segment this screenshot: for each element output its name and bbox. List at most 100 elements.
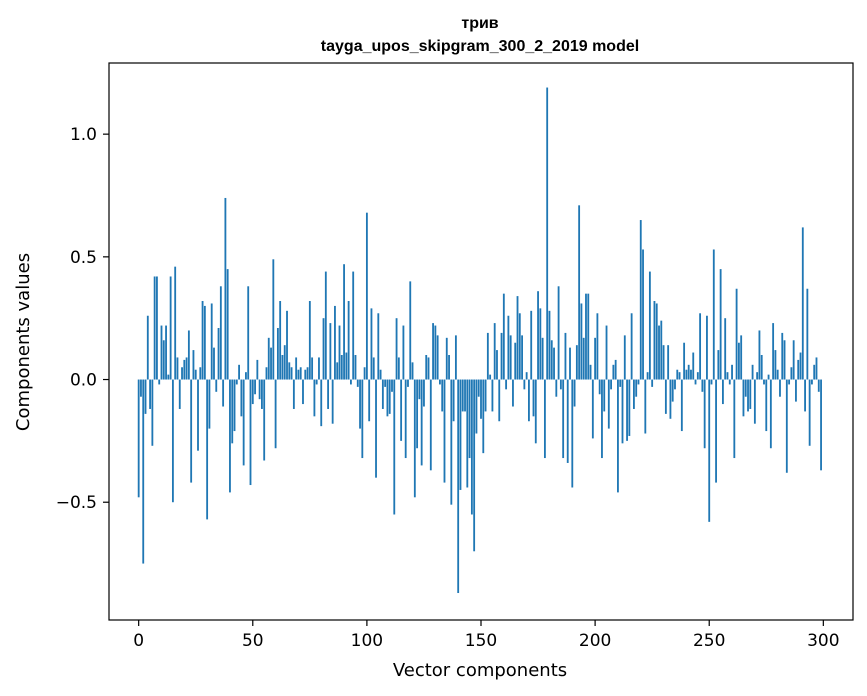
bar-component-21 — [185, 357, 188, 380]
bar-component-220 — [639, 220, 642, 380]
bar-component-137 — [450, 379, 453, 505]
bar-component-29 — [203, 305, 206, 380]
bar-component-113 — [395, 318, 398, 380]
bar-component-298 — [817, 379, 820, 392]
bar-component-63 — [281, 355, 284, 380]
bar-component-156 — [493, 323, 496, 380]
bar-component-132 — [439, 379, 441, 385]
bar-component-266 — [744, 379, 747, 397]
bar-component-27 — [199, 367, 202, 380]
bar-component-205 — [605, 325, 608, 380]
bar-component-109 — [386, 379, 389, 417]
x-tick-label: 150 — [465, 631, 497, 651]
bar-component-260 — [731, 364, 733, 380]
bar-component-258 — [726, 372, 729, 380]
bar-component-25 — [194, 369, 197, 380]
bar-component-68 — [292, 379, 295, 409]
bar-component-50 — [251, 379, 254, 405]
y-tick-label: 1.0 — [70, 125, 97, 145]
bar-component-152 — [484, 379, 487, 412]
bar-component-177 — [541, 337, 544, 380]
bar-component-47 — [245, 372, 247, 380]
bar-component-192 — [575, 345, 578, 380]
chart-title-line-1: трив — [461, 15, 498, 32]
bar-component-76 — [311, 357, 314, 380]
bar-component-145 — [468, 379, 471, 459]
bar-component-169 — [523, 379, 526, 390]
bar-component-150 — [480, 379, 482, 419]
bar-component-37 — [222, 379, 225, 407]
bar-component-163 — [509, 335, 512, 380]
bar-component-33 — [213, 347, 215, 380]
bar-component-15 — [171, 379, 174, 503]
bar-component-74 — [306, 367, 309, 380]
bar-component-268 — [749, 379, 752, 409]
bar-component-243 — [692, 352, 695, 380]
bar-component-231 — [664, 379, 667, 414]
bar-component-254 — [717, 350, 720, 380]
x-tick-label: 200 — [579, 631, 611, 651]
bar-component-161 — [505, 379, 508, 390]
bar-component-209 — [614, 359, 617, 380]
bar-component-102 — [370, 308, 373, 380]
bar-component-280 — [776, 369, 779, 380]
bar-component-274 — [763, 379, 765, 385]
bar-component-117 — [404, 379, 407, 459]
bar-component-52 — [256, 359, 259, 380]
bar-component-80 — [320, 379, 323, 427]
bar-component-158 — [498, 379, 501, 422]
bar-component-279 — [774, 350, 777, 380]
y-axis-ticks: −0.5 0.0 0.5 1.0 — [56, 125, 109, 513]
bar-component-106 — [379, 369, 382, 380]
bar-component-3 — [144, 379, 147, 414]
bar-component-261 — [733, 379, 736, 459]
bar-component-49 — [249, 379, 252, 486]
bar-component-118 — [407, 379, 409, 387]
x-tick-label: 0 — [133, 631, 144, 651]
bar-component-124 — [420, 379, 423, 466]
bar-component-56 — [265, 367, 268, 380]
bar-component-112 — [393, 379, 396, 515]
bar-component-44 — [238, 364, 240, 380]
bar-component-136 — [448, 355, 450, 380]
bar-component-108 — [384, 379, 387, 387]
bar-component-83 — [327, 379, 330, 409]
bar-component-286 — [790, 367, 793, 380]
bar-component-67 — [290, 367, 293, 380]
bar-component-275 — [765, 379, 768, 432]
bar-component-88 — [338, 325, 341, 380]
bar-component-64 — [283, 345, 286, 380]
bar-component-270 — [753, 379, 756, 424]
bar-component-39 — [226, 269, 229, 380]
bar-component-75 — [308, 301, 311, 380]
y-tick-label: 0.5 — [70, 248, 97, 268]
bar-component-293 — [806, 288, 809, 380]
bar-component-157 — [496, 350, 498, 380]
bar-component-119 — [409, 281, 412, 380]
bar-component-267 — [747, 379, 749, 412]
bar-component-66 — [288, 362, 291, 380]
bar-component-122 — [416, 379, 419, 449]
bar-component-189 — [569, 347, 571, 380]
bar-component-265 — [742, 379, 745, 417]
bar-component-105 — [377, 313, 380, 380]
bar-component-99 — [363, 367, 366, 380]
bar-component-216 — [630, 313, 633, 380]
bar-component-130 — [434, 325, 437, 380]
bar-component-107 — [381, 379, 384, 409]
bar-component-174 — [534, 379, 537, 444]
bar-component-228 — [658, 325, 660, 380]
bar-component-138 — [452, 379, 455, 422]
bar-component-51 — [254, 379, 256, 395]
bar-component-139 — [454, 335, 457, 380]
bar-component-26 — [197, 379, 199, 451]
bar-component-166 — [516, 296, 519, 380]
bar-component-65 — [286, 310, 288, 380]
bar-component-217 — [633, 379, 635, 409]
bar-component-178 — [543, 379, 546, 459]
bar-component-61 — [276, 328, 279, 380]
bar-component-255 — [719, 269, 722, 380]
bar-component-244 — [694, 379, 697, 385]
y-tick-label: 0.0 — [70, 371, 97, 391]
bar-component-212 — [621, 379, 624, 444]
